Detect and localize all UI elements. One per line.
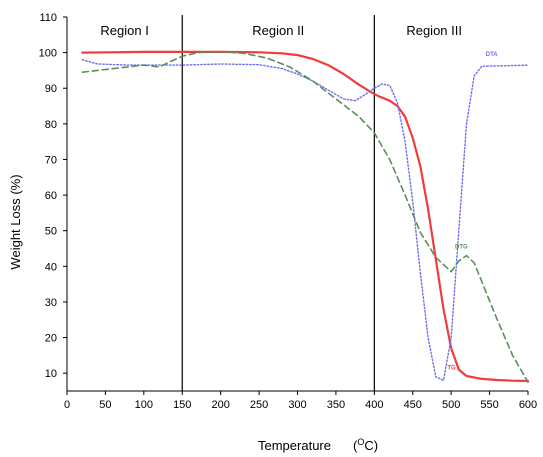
x-tick-label: 400 [365,399,383,411]
series-label-dtg: DTG [455,245,468,251]
y-tick-label: 70 [45,154,57,166]
series-label-tg: TG [447,366,456,372]
x-tick-label: 500 [442,399,460,411]
y-tick-label: 40 [45,261,57,273]
region-label: Region III [406,23,462,38]
x-axis-title: Temperature (OC) [258,437,378,453]
region-label: Region II [252,23,304,38]
x-tick-label: 450 [404,399,422,411]
x-tick-label: 600 [519,399,537,411]
series-line-dtg [81,50,529,383]
y-tick-label: 20 [45,333,57,345]
x-tick-label: 100 [135,399,153,411]
x-tick-label: 50 [99,399,111,411]
y-tick-label: 30 [45,297,57,309]
region-label: Region I [100,23,148,38]
plot-area: 0 50 100 150 200 250 300 350 400 450 500 550 600 10 20… [39,12,538,411]
series-line-tg [81,50,530,383]
x-tick-label: 300 [288,399,306,411]
y-tick-label: 10 [45,368,57,380]
x-tick-label: 350 [327,399,345,411]
x-tick-label: 250 [250,399,268,411]
y-tick-label: 100 [39,48,57,60]
series-label-dta: DTA [486,52,499,58]
y-tick-label: 80 [45,119,57,131]
y-tick-label: 90 [45,83,57,95]
y-tick-label: 60 [45,190,57,202]
y-axis-title: Weight Loss (%) [8,174,23,269]
x-tick-label: 150 [173,399,191,411]
y-tick-label: 50 [45,226,57,238]
x-tick-label: 200 [211,399,229,411]
x-tick-label: 550 [480,399,498,411]
series-line-dta [81,59,529,381]
x-tick-label: 0 [64,399,70,411]
y-tick-label: 110 [39,12,57,24]
